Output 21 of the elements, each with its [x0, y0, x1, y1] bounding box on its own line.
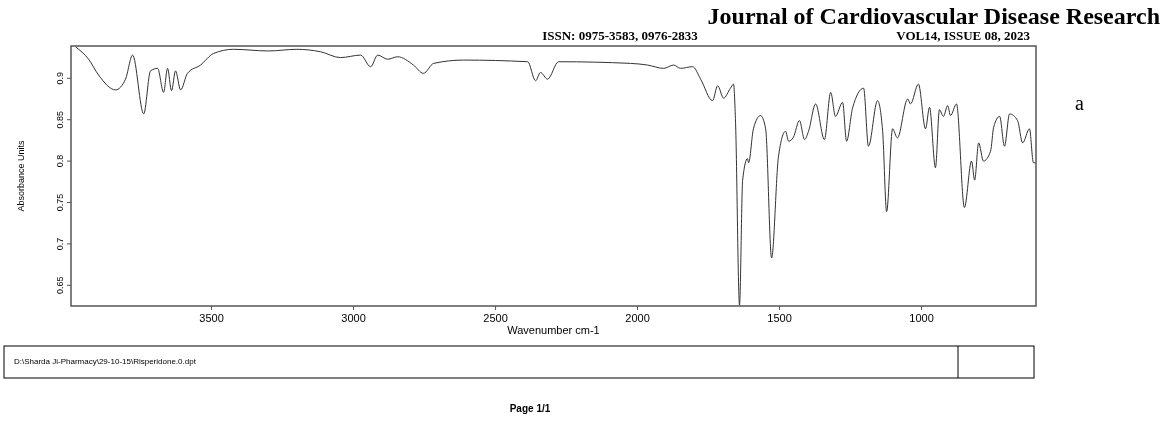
y-tick-label: 0.65 — [55, 276, 65, 295]
x-tick-label: 3000 — [341, 312, 366, 324]
x-tick-label: 1000 — [909, 312, 934, 324]
y-tick-label: 0.8 — [55, 154, 65, 168]
y-tick-label: 0.9 — [55, 72, 65, 85]
x-tick-label: 1500 — [767, 312, 792, 324]
text: a — [1075, 92, 1084, 114]
x-axis-title: Wavenumber cm-1 — [507, 324, 600, 336]
text: Page 1/1 — [509, 403, 551, 414]
x-tick-label: 2500 — [483, 312, 508, 324]
line-series — [75, 46, 1036, 306]
text: D:\Sharda Ji-Pharmacy\29-10-15\Risperidone.0.dpt — [14, 357, 197, 366]
text: VOL14, ISSUE 08, 2023 — [896, 28, 1031, 43]
text: Journal of Cardiovascular Disease Research — [707, 3, 1160, 29]
x-tick-label: 2000 — [625, 312, 650, 324]
y-tick-label: 0.7 — [55, 237, 65, 251]
text: ISSN: 0975-3583, 0976-2833 — [542, 28, 699, 43]
y-tick-label: 0.75 — [55, 193, 65, 212]
y-tick-label: 0.85 — [55, 110, 65, 129]
y-axis-title: Absorbance Units — [16, 139, 26, 212]
x-tick-label: 3500 — [199, 312, 224, 324]
